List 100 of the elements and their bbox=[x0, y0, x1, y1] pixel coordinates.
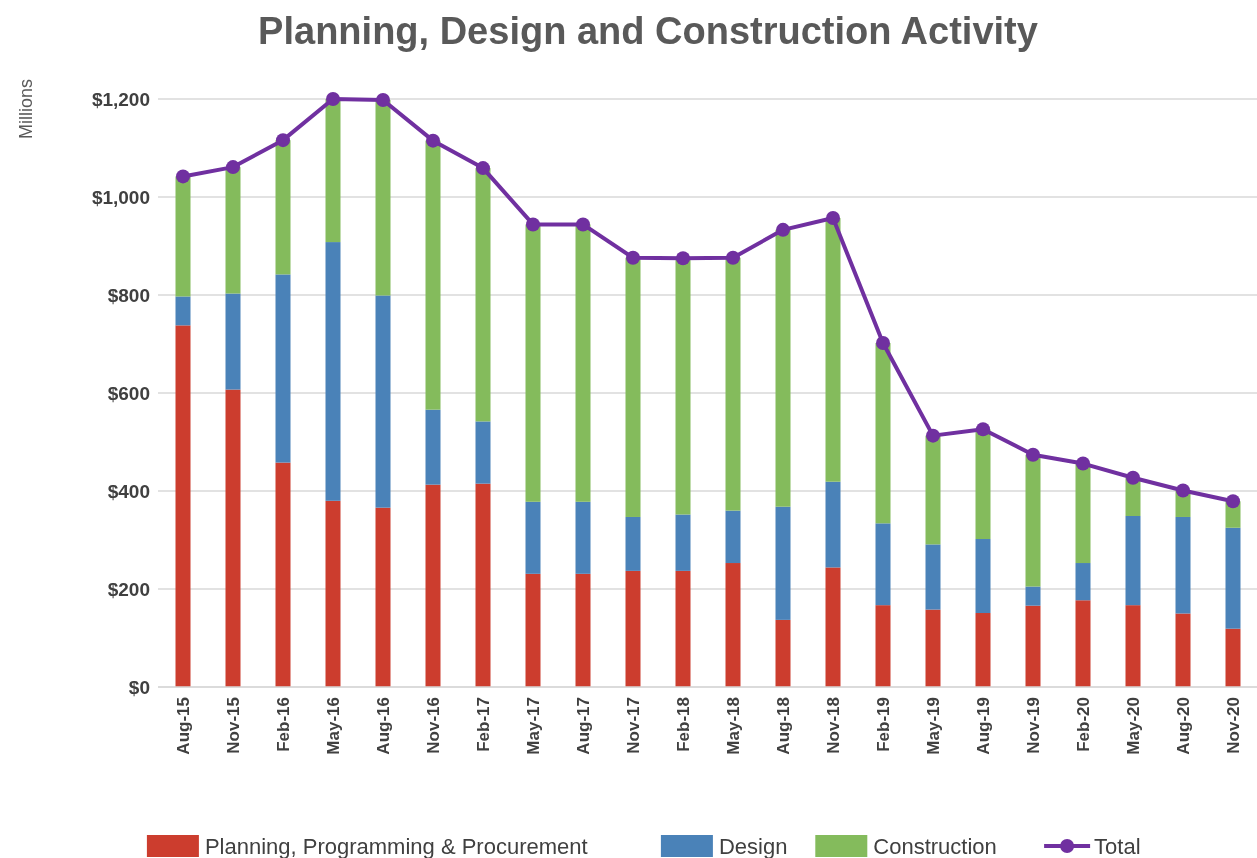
x-tick-label: Aug-20 bbox=[1173, 697, 1193, 755]
bar bbox=[875, 605, 891, 687]
y-tick-label: $200 bbox=[107, 578, 150, 600]
x-tick-label: May-16 bbox=[323, 697, 343, 755]
bar bbox=[325, 500, 341, 687]
bar bbox=[475, 168, 491, 422]
chart-title: Planning, Design and Construction Activity bbox=[258, 10, 1038, 52]
point bbox=[776, 222, 790, 237]
point bbox=[376, 92, 390, 107]
x-tick-label: May-17 bbox=[523, 697, 543, 755]
bar bbox=[425, 140, 441, 410]
bar bbox=[775, 506, 791, 620]
bar bbox=[425, 409, 441, 485]
bar bbox=[275, 274, 291, 463]
point bbox=[626, 250, 640, 265]
point bbox=[826, 211, 840, 226]
x-tick-label: May-19 bbox=[923, 697, 943, 755]
bar bbox=[925, 609, 941, 687]
y-tick-label: $600 bbox=[107, 382, 150, 404]
bar bbox=[625, 570, 641, 687]
bar bbox=[1025, 586, 1041, 606]
x-tick-label: Aug-15 bbox=[173, 697, 193, 755]
point bbox=[876, 336, 890, 351]
bar bbox=[925, 544, 941, 610]
bar bbox=[375, 295, 391, 508]
point bbox=[426, 133, 440, 148]
bar bbox=[375, 99, 391, 296]
y-tick-label: $1,200 bbox=[91, 88, 150, 110]
point bbox=[476, 161, 490, 176]
point bbox=[576, 217, 590, 232]
bar bbox=[175, 176, 191, 297]
bar bbox=[325, 242, 341, 501]
x-tick-label: Nov-20 bbox=[1223, 697, 1243, 754]
bar bbox=[1125, 605, 1141, 687]
point bbox=[676, 251, 690, 266]
bar bbox=[875, 523, 891, 606]
bar bbox=[1025, 605, 1041, 687]
point bbox=[276, 133, 290, 148]
y-axis-title: Millions bbox=[16, 78, 36, 140]
point bbox=[1176, 483, 1190, 498]
y-tick-label: $1,000 bbox=[91, 186, 150, 208]
point bbox=[1226, 494, 1240, 509]
bar bbox=[825, 567, 841, 687]
bar bbox=[225, 167, 241, 294]
bar bbox=[1175, 613, 1191, 687]
y-tick-label: $400 bbox=[107, 480, 150, 502]
bar bbox=[775, 619, 791, 687]
bar bbox=[225, 293, 241, 390]
bar bbox=[175, 325, 191, 687]
bar bbox=[925, 435, 941, 545]
point bbox=[726, 250, 740, 265]
x-tick-label: Nov-19 bbox=[1023, 697, 1043, 754]
x-tick-label: Feb-17 bbox=[473, 697, 493, 752]
bar bbox=[525, 224, 541, 502]
point bbox=[1076, 456, 1090, 471]
bar bbox=[1075, 600, 1091, 687]
bar bbox=[1125, 515, 1141, 606]
bar bbox=[325, 99, 341, 243]
x-tick-label: Aug-18 bbox=[773, 697, 793, 755]
bar bbox=[175, 296, 191, 326]
bar bbox=[575, 501, 591, 574]
bar bbox=[975, 539, 991, 614]
bar bbox=[725, 257, 741, 511]
bar bbox=[275, 462, 291, 687]
bar bbox=[525, 573, 541, 687]
bar bbox=[575, 573, 591, 687]
bar bbox=[725, 510, 741, 564]
y-tick-label: $0 bbox=[128, 676, 150, 698]
x-tick-label: Nov-17 bbox=[623, 697, 643, 754]
bar bbox=[575, 224, 591, 502]
bar bbox=[725, 563, 741, 687]
point bbox=[526, 217, 540, 232]
point bbox=[926, 428, 940, 443]
x-tick-label: Feb-18 bbox=[673, 697, 693, 752]
legend-label: Design bbox=[718, 833, 788, 858]
point bbox=[176, 169, 190, 184]
point bbox=[326, 92, 340, 106]
bar bbox=[375, 507, 391, 687]
bar bbox=[675, 570, 691, 687]
bar bbox=[675, 258, 691, 515]
point bbox=[226, 160, 240, 175]
bar bbox=[425, 484, 441, 687]
legend-label: Planning, Programming & Procurement bbox=[204, 833, 588, 858]
legend-label: Total bbox=[1094, 833, 1141, 858]
bar bbox=[1175, 516, 1191, 614]
x-tick-label: Nov-18 bbox=[823, 697, 843, 754]
bar bbox=[625, 257, 641, 517]
bar bbox=[975, 429, 991, 540]
x-tick-label: Aug-16 bbox=[373, 697, 393, 755]
bar bbox=[1075, 463, 1091, 564]
bar bbox=[1225, 628, 1241, 687]
bar bbox=[825, 481, 841, 568]
bar bbox=[675, 514, 691, 571]
bar bbox=[225, 389, 241, 687]
bar bbox=[975, 613, 991, 687]
bar bbox=[275, 140, 291, 275]
x-tick-label: May-18 bbox=[723, 697, 743, 755]
bar bbox=[1025, 454, 1041, 587]
bar bbox=[475, 421, 491, 484]
x-tick-label: Aug-19 bbox=[973, 697, 993, 755]
